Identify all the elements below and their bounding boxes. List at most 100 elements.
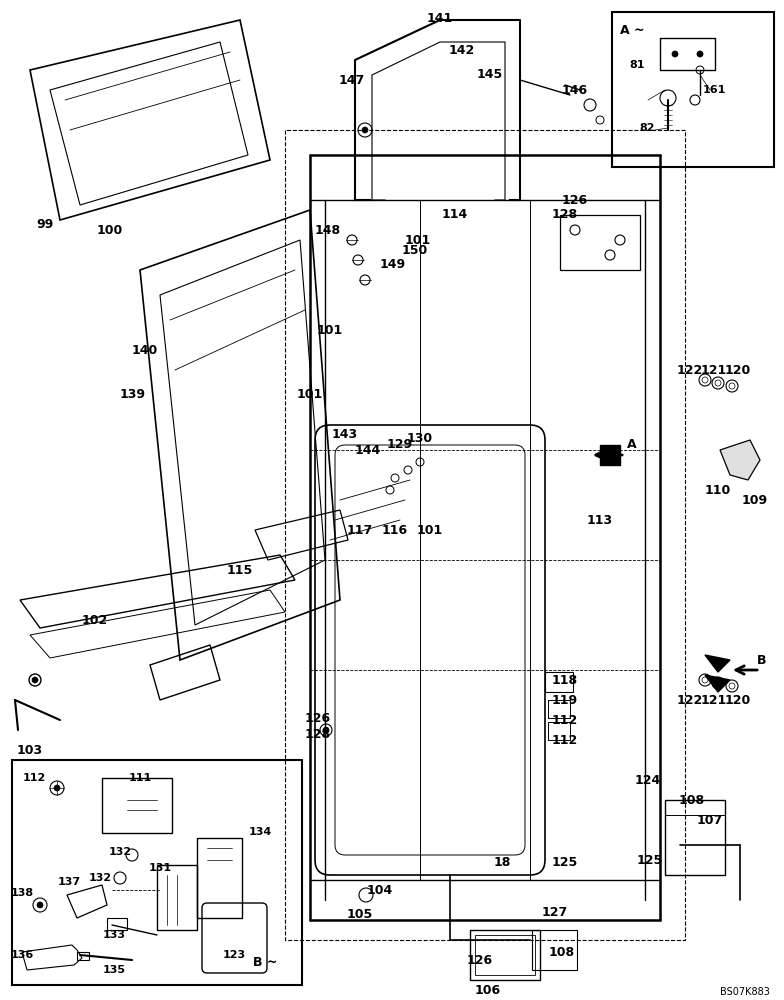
Text: 129: 129 xyxy=(387,438,413,452)
Circle shape xyxy=(672,51,678,57)
Bar xyxy=(545,672,573,692)
Text: 130: 130 xyxy=(407,432,433,444)
Circle shape xyxy=(54,785,60,791)
Text: 128: 128 xyxy=(305,728,331,742)
Text: 101: 101 xyxy=(317,324,343,336)
Text: 102: 102 xyxy=(82,613,108,626)
Polygon shape xyxy=(705,675,730,692)
Text: 136: 136 xyxy=(10,950,34,960)
Bar xyxy=(665,800,725,875)
Text: 121: 121 xyxy=(701,363,727,376)
Text: 143: 143 xyxy=(332,428,358,442)
Text: 109: 109 xyxy=(742,493,768,506)
Text: 126: 126 xyxy=(305,712,331,724)
Text: 131: 131 xyxy=(148,863,172,873)
Bar xyxy=(560,215,640,270)
Bar xyxy=(77,952,89,960)
Text: 108: 108 xyxy=(679,794,705,806)
Text: 81: 81 xyxy=(630,60,644,70)
Text: 128: 128 xyxy=(552,209,578,222)
Text: 114: 114 xyxy=(442,209,468,222)
Text: 139: 139 xyxy=(120,388,146,401)
Text: 100: 100 xyxy=(97,224,123,236)
Text: 137: 137 xyxy=(57,877,81,887)
Text: 116: 116 xyxy=(382,524,408,536)
Bar xyxy=(548,700,570,718)
Text: 140: 140 xyxy=(132,344,158,357)
Text: 101: 101 xyxy=(297,388,323,401)
Text: 147: 147 xyxy=(339,74,365,87)
Text: 112: 112 xyxy=(23,773,45,783)
Text: 126: 126 xyxy=(467,954,493,966)
Polygon shape xyxy=(705,655,730,672)
Text: 99: 99 xyxy=(36,219,53,232)
Text: 135: 135 xyxy=(103,965,125,975)
Text: 132: 132 xyxy=(108,847,132,857)
Text: 104: 104 xyxy=(367,884,393,896)
Text: 108: 108 xyxy=(549,946,575,958)
Text: 150: 150 xyxy=(402,243,428,256)
Text: B ~: B ~ xyxy=(252,956,278,970)
Text: 113: 113 xyxy=(587,514,613,526)
Text: 107: 107 xyxy=(697,814,723,826)
Text: 149: 149 xyxy=(380,258,406,271)
Polygon shape xyxy=(600,445,620,465)
Text: 122: 122 xyxy=(677,363,703,376)
Text: 121: 121 xyxy=(701,694,727,706)
Text: 82: 82 xyxy=(639,123,655,133)
Text: 105: 105 xyxy=(347,908,373,922)
Text: 125: 125 xyxy=(552,856,578,868)
Text: A ~: A ~ xyxy=(619,23,644,36)
Text: 120: 120 xyxy=(725,694,751,706)
Text: 106: 106 xyxy=(475,984,501,996)
Text: 145: 145 xyxy=(477,68,503,82)
Text: 110: 110 xyxy=(705,484,731,496)
Text: 122: 122 xyxy=(677,694,703,706)
Text: 111: 111 xyxy=(129,773,151,783)
Bar xyxy=(197,838,242,918)
Text: 134: 134 xyxy=(249,827,271,837)
Bar xyxy=(660,38,715,70)
Circle shape xyxy=(29,674,41,686)
Text: 161: 161 xyxy=(702,85,726,95)
Circle shape xyxy=(362,127,368,133)
Bar xyxy=(532,930,577,970)
Text: BS07K883: BS07K883 xyxy=(720,987,770,997)
Text: 119: 119 xyxy=(552,694,578,706)
Text: 124: 124 xyxy=(635,774,661,786)
Text: 118: 118 xyxy=(552,674,578,686)
Text: 144: 144 xyxy=(355,444,381,456)
Circle shape xyxy=(323,727,329,733)
Text: 112: 112 xyxy=(552,734,578,746)
Bar xyxy=(102,778,172,833)
Text: 125: 125 xyxy=(637,854,663,866)
Text: 148: 148 xyxy=(315,224,341,236)
Bar xyxy=(12,760,302,985)
Bar xyxy=(157,865,197,930)
Text: 146: 146 xyxy=(562,84,588,97)
Text: 133: 133 xyxy=(103,930,125,940)
Text: 127: 127 xyxy=(542,906,568,918)
Text: 126: 126 xyxy=(562,194,588,207)
Text: 115: 115 xyxy=(227,564,253,576)
Bar xyxy=(548,722,570,740)
Text: 101: 101 xyxy=(405,233,431,246)
Bar xyxy=(470,930,540,980)
Text: 117: 117 xyxy=(347,524,373,536)
Text: B: B xyxy=(757,654,767,666)
Text: 103: 103 xyxy=(17,744,43,756)
Circle shape xyxy=(32,677,38,683)
Text: 112: 112 xyxy=(552,714,578,726)
Bar xyxy=(107,918,127,930)
Text: 141: 141 xyxy=(426,11,453,24)
Polygon shape xyxy=(720,440,760,480)
Text: 120: 120 xyxy=(725,363,751,376)
Text: 101: 101 xyxy=(417,524,443,536)
Text: 18: 18 xyxy=(493,856,510,868)
Text: A: A xyxy=(627,438,637,452)
Text: 132: 132 xyxy=(89,873,111,883)
Bar xyxy=(475,935,535,975)
Text: 123: 123 xyxy=(223,950,245,960)
Circle shape xyxy=(697,51,703,57)
Circle shape xyxy=(37,902,43,908)
